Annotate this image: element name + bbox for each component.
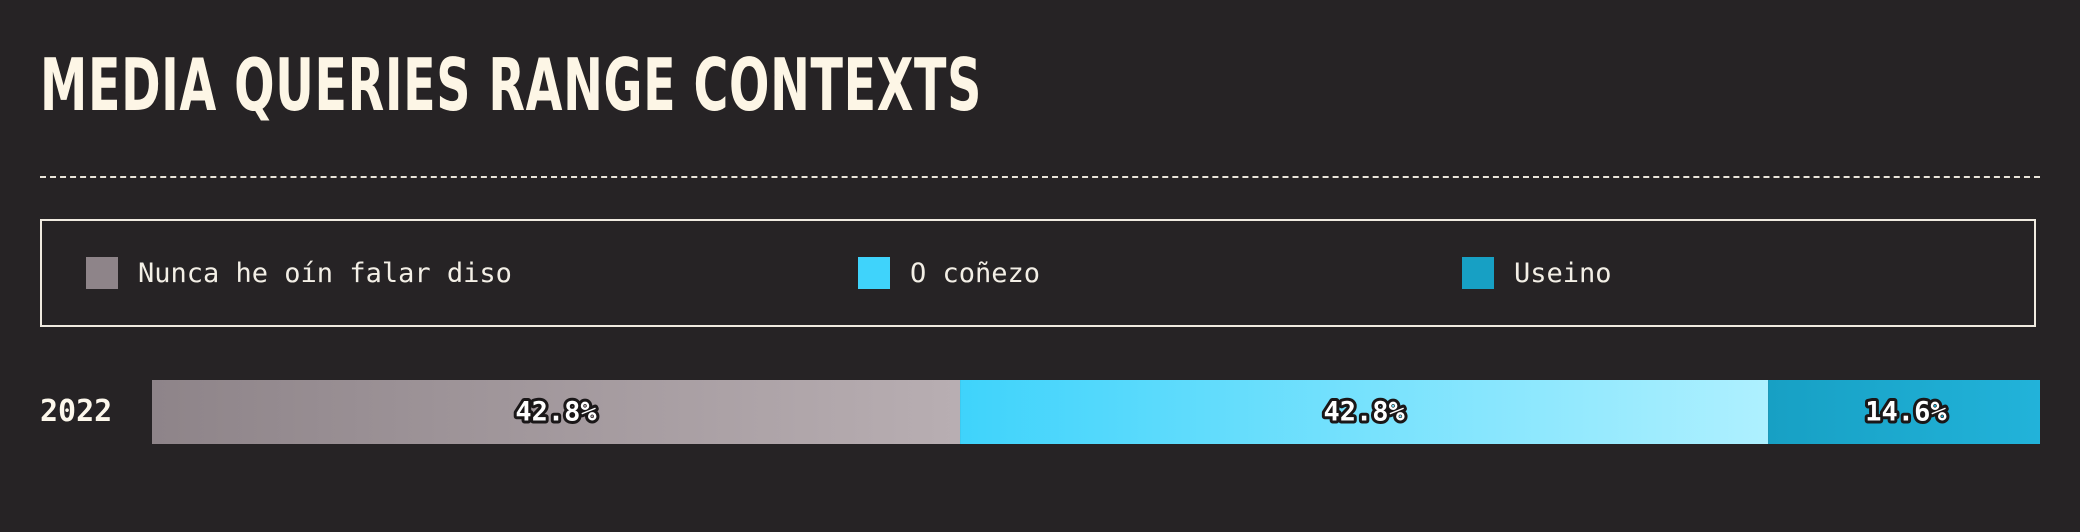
page-title: MEDIA QUERIES RANGE CONTEXTS bbox=[40, 43, 982, 127]
legend-item-used-it: Useino bbox=[1462, 221, 1612, 325]
bar-segment-never-heard bbox=[152, 380, 961, 444]
bar-value-label-know-it: 42.8% bbox=[1323, 397, 1405, 428]
legend-label-used-it: Useino bbox=[1514, 257, 1612, 289]
legend-swatch-used-it bbox=[1462, 257, 1494, 289]
bar-category-label: 2022 bbox=[40, 394, 113, 429]
bar-value-label-never-heard: 42.8% bbox=[515, 397, 597, 428]
bar-segment-used-it bbox=[1768, 380, 2040, 444]
chart-legend: Nunca he oín falar diso O coñezo Useino bbox=[40, 219, 2036, 327]
legend-item-never-heard: Nunca he oín falar diso bbox=[86, 221, 512, 325]
title-divider bbox=[40, 176, 2040, 178]
stacked-bar-chart: 42.8% 42.8% 14.6% bbox=[152, 380, 2040, 444]
legend-swatch-never-heard bbox=[86, 257, 118, 289]
legend-label-never-heard: Nunca he oín falar diso bbox=[138, 257, 512, 289]
legend-label-know-it: O coñezo bbox=[910, 257, 1041, 289]
bar-value-label-used-it: 14.6% bbox=[1865, 397, 1947, 428]
legend-swatch-know-it bbox=[858, 257, 890, 289]
legend-item-know-it: O coñezo bbox=[858, 221, 1040, 325]
bar-segment-know-it bbox=[960, 380, 1769, 444]
